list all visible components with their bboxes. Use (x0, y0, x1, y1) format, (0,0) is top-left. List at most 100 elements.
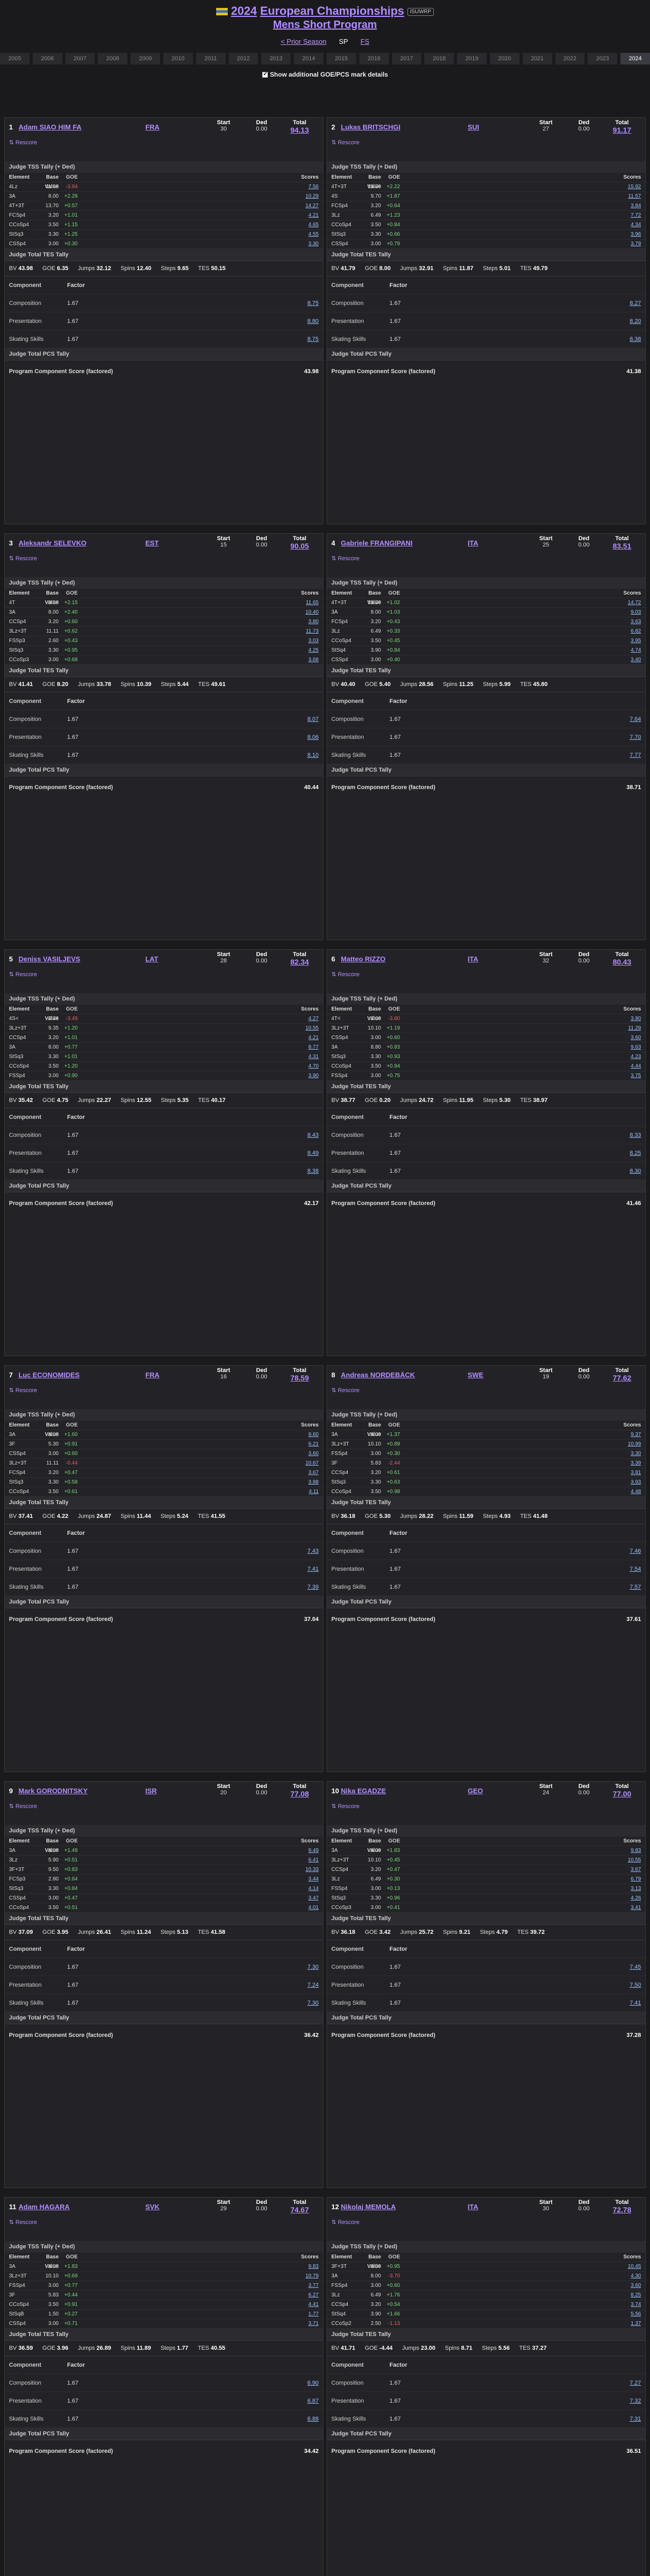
element-code[interactable]: FCSp4 (9, 1470, 26, 1476)
element-score[interactable]: 5.56 (630, 2311, 641, 2317)
element-score[interactable]: 10.40 (305, 609, 319, 615)
element-code[interactable]: CSSp4 (9, 241, 26, 247)
skating-skills-score[interactable]: 8.38 (307, 1167, 319, 1174)
rescore-link[interactable]: ⇅ Rescore (331, 140, 360, 146)
year-button-2022[interactable]: 2022 (555, 53, 585, 64)
skater-name-link[interactable]: Lukas BRITSCHGI (341, 123, 401, 131)
year-button-2007[interactable]: 2007 (65, 53, 95, 64)
element-code[interactable]: FCSp3 (9, 1876, 26, 1882)
total-value[interactable]: 90.05 (290, 542, 309, 550)
element-code[interactable]: 4Lz (9, 184, 18, 190)
element-code[interactable]: 3A (331, 1044, 338, 1050)
element-code[interactable]: 3A (331, 2273, 338, 2279)
element-score[interactable]: 4.14 (308, 1886, 319, 1892)
element-code[interactable]: 3Lz (331, 212, 340, 218)
skating-skills-score[interactable]: 8.10 (307, 752, 319, 758)
total-value[interactable]: 80.43 (612, 958, 632, 966)
element-code[interactable]: 3A (9, 1432, 16, 1438)
year-button-2006[interactable]: 2006 (32, 53, 62, 64)
element-score[interactable]: 9.63 (630, 1044, 641, 1050)
element-score[interactable]: 3.95 (630, 638, 641, 644)
rescore-link[interactable]: ⇅ Rescore (331, 555, 360, 562)
total-value[interactable]: 77.00 (612, 1790, 632, 1798)
element-score[interactable]: 9.83 (630, 1848, 641, 1854)
composition-score[interactable]: 6.90 (307, 2379, 319, 2386)
element-code[interactable]: CSSp4 (331, 241, 348, 247)
element-score[interactable]: 7.72 (630, 212, 641, 218)
element-score[interactable]: 3.63 (630, 619, 641, 625)
nation-link[interactable]: ITA (468, 955, 478, 963)
element-score[interactable]: 6.41 (308, 1857, 319, 1863)
element-code[interactable]: StSq4 (331, 647, 346, 653)
presentation-score[interactable]: 7.32 (629, 2397, 641, 2404)
year-link[interactable]: 2024 (231, 4, 257, 17)
element-code[interactable]: CSSp4 (9, 1895, 26, 1901)
year-button-2017[interactable]: 2017 (392, 53, 422, 64)
element-score[interactable]: 4.11 (309, 1489, 319, 1495)
skater-name-link[interactable]: Nikolaj MEMOLA (341, 2202, 396, 2211)
element-code[interactable]: 4T+3T (331, 600, 347, 606)
skater-name-link[interactable]: Adam HAGARA (18, 2202, 70, 2211)
element-score[interactable]: 11.29 (628, 1025, 641, 1031)
element-score[interactable]: 10.79 (305, 2273, 319, 2279)
element-code[interactable]: 3A (9, 1044, 16, 1050)
rescore-link[interactable]: ⇅ Rescore (331, 1803, 360, 1810)
element-score[interactable]: 10.33 (305, 1867, 319, 1873)
element-code[interactable]: 4T< (331, 1016, 341, 1022)
nation-link[interactable]: FRA (145, 123, 160, 131)
element-score[interactable]: 3.30 (630, 1451, 641, 1457)
skating-skills-score[interactable]: 8.30 (629, 1167, 641, 1174)
element-score[interactable]: 11.57 (628, 193, 641, 199)
element-code[interactable]: 3F (9, 1441, 15, 1447)
year-button-2016[interactable]: 2016 (359, 53, 389, 64)
year-button-2005[interactable]: 2005 (0, 53, 30, 64)
element-score[interactable]: 4.48 (630, 1489, 641, 1495)
element-score[interactable]: 10.67 (305, 1460, 319, 1466)
element-code[interactable]: 3A (331, 1848, 338, 1854)
element-code[interactable]: StSq3 (9, 1479, 24, 1485)
element-code[interactable]: 3F+3T (331, 2264, 347, 2269)
element-score[interactable]: 7.56 (308, 184, 319, 190)
total-value[interactable]: 77.62 (612, 1374, 632, 1382)
year-button-2023[interactable]: 2023 (588, 53, 618, 64)
element-code[interactable]: FSSp4 (331, 2283, 348, 2288)
element-score[interactable]: 4.23 (630, 1054, 641, 1060)
element-score[interactable]: 4.65 (308, 222, 319, 228)
year-button-2012[interactable]: 2012 (228, 53, 258, 64)
element-score[interactable]: 10.45 (627, 2264, 641, 2269)
element-score[interactable]: 6.79 (630, 1876, 641, 1882)
fs-link[interactable]: FS (360, 38, 369, 45)
element-score[interactable]: 3.84 (630, 203, 641, 209)
element-code[interactable]: CCoSp4 (331, 638, 351, 644)
element-code[interactable]: StSq3 (331, 1479, 346, 1485)
element-code[interactable]: 3Lz+3T (9, 1460, 27, 1466)
presentation-score[interactable]: 6.87 (307, 2397, 319, 2404)
element-score[interactable]: 6.27 (308, 2292, 319, 2298)
element-score[interactable]: 3.60 (308, 1451, 319, 1457)
year-button-2010[interactable]: 2010 (163, 53, 193, 64)
total-value[interactable]: 74.67 (290, 2206, 309, 2214)
skating-skills-score[interactable]: 7.30 (307, 1999, 319, 2006)
element-code[interactable]: StSq3 (9, 231, 24, 237)
element-score[interactable]: 1.77 (308, 2311, 319, 2317)
nation-link[interactable]: LAT (145, 955, 159, 963)
total-value[interactable]: 78.59 (290, 1374, 309, 1382)
details-toggle[interactable]: Show additional GOE/PCS mark details (0, 71, 650, 78)
year-button-2019[interactable]: 2019 (457, 53, 487, 64)
skater-name-link[interactable]: Matteo RIZZO (341, 955, 386, 963)
checkbox-icon[interactable] (262, 71, 268, 78)
composition-score[interactable]: 7.30 (307, 1963, 319, 1970)
skater-name-link[interactable]: Aleksandr SELEVKO (18, 539, 87, 547)
rescore-link[interactable]: ⇅ Rescore (331, 2219, 360, 2226)
skating-skills-score[interactable]: 7.31 (629, 2415, 641, 2422)
element-code[interactable]: 3Lz+3T (331, 1441, 349, 1447)
element-score[interactable]: 11.73 (305, 628, 319, 634)
nation-link[interactable]: ISR (145, 1786, 157, 1795)
segment-link[interactable]: Mens Short Program (273, 19, 377, 31)
element-code[interactable]: CCSp4 (331, 1867, 349, 1873)
element-code[interactable]: 3Lz+3T (9, 1025, 27, 1031)
rescore-link[interactable]: ⇅ Rescore (9, 140, 38, 146)
nation-link[interactable]: ITA (468, 2202, 478, 2211)
element-score[interactable]: 3.67 (308, 1470, 319, 1476)
presentation-score[interactable]: 8.20 (629, 318, 641, 325)
